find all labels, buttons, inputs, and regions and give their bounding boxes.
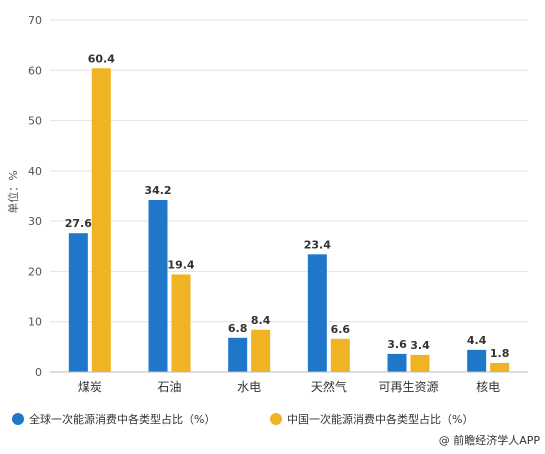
data-labels: 27.6 60.4 34.2 19.4 6.88.4 23.4 6.6 3.6 3.4 4.41.…	[65, 52, 510, 360]
y-tick-label: 10	[28, 316, 42, 329]
data-label: 8.4	[251, 314, 271, 327]
y-tick-label: 20	[28, 265, 42, 278]
y-tick-label: 0	[35, 366, 42, 379]
data-label: 3.6	[387, 338, 407, 351]
bar-series1-天然气	[307, 254, 327, 372]
data-label: 1.8	[490, 347, 510, 360]
y-tick-label: 70	[28, 14, 42, 27]
legend-label: 中国一次能源消费中各类型占比（%）	[287, 412, 473, 426]
legend: 全球一次能源消费中各类型占比（%） 中国一次能源消费中各类型占比（%）	[12, 412, 473, 426]
bar-series2-天然气	[330, 338, 350, 372]
legend-label: 全球一次能源消费中各类型占比（%）	[29, 412, 215, 426]
data-label: 6.6	[331, 323, 351, 336]
data-label: 34.2	[144, 184, 171, 197]
bar-series2-石油	[171, 274, 191, 372]
x-axis-categories: 煤炭 石油 水电 天然气 可再生资源 核电	[78, 379, 500, 394]
y-tick-label: 40	[28, 165, 42, 178]
data-label: 4.4	[467, 334, 487, 347]
y-tick-label: 50	[28, 115, 42, 128]
y-tick-label: 30	[28, 215, 42, 228]
bar-series1-水电	[228, 337, 248, 372]
bar-series1-石油	[148, 200, 168, 372]
credit-text: @ 前瞻经济学人APP	[439, 433, 541, 447]
grid-lines	[50, 19, 528, 323]
bar-series1-核电	[467, 349, 487, 372]
legend-marker	[12, 413, 24, 425]
data-label: 3.4	[410, 339, 430, 352]
y-axis-ticks: 0 10 20 30 40 50 60 70	[28, 14, 42, 379]
category-label: 煤炭	[78, 380, 102, 394]
data-label: 23.4	[304, 238, 331, 251]
bar-series1-可再生资源	[387, 353, 407, 372]
bar-series1-煤炭	[68, 233, 88, 372]
y-tick-label: 60	[28, 64, 42, 77]
category-label: 核电	[476, 380, 500, 394]
bar-series2-煤炭	[91, 68, 111, 372]
data-label: 6.8	[228, 322, 248, 335]
category-label: 石油	[157, 380, 181, 394]
bar-series2-核电	[490, 362, 510, 372]
bar-series2-水电	[251, 329, 271, 372]
category-label: 可再生资源	[378, 380, 438, 394]
data-label: 60.4	[88, 52, 115, 65]
bars	[68, 68, 510, 372]
data-label: 19.4	[167, 258, 194, 271]
category-label: 天然气	[311, 379, 347, 394]
y-axis-label: 单位：%	[6, 170, 20, 213]
bar-series2-可再生资源	[410, 354, 430, 372]
data-label: 27.6	[65, 217, 92, 230]
category-label: 水电	[237, 380, 261, 394]
legend-marker	[270, 413, 282, 425]
